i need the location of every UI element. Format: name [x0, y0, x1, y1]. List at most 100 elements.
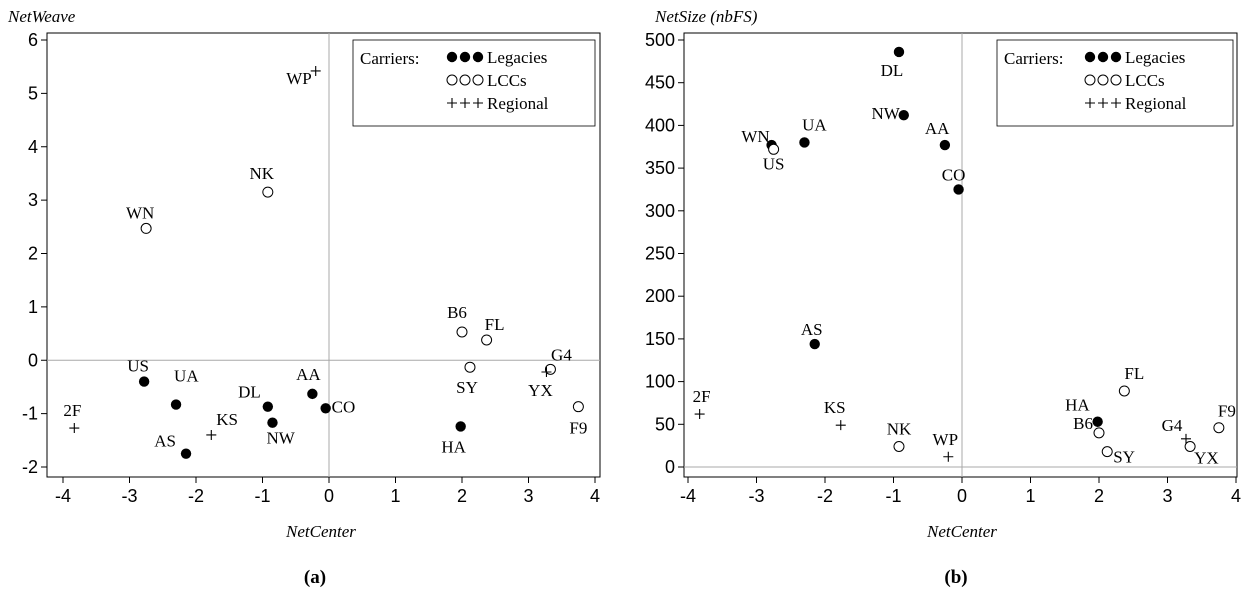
legend-marker [1084, 51, 1096, 63]
point-f9 [1213, 422, 1225, 434]
y-tick-label: 4 [28, 137, 38, 157]
y-tick-label: 150 [645, 329, 675, 349]
point-wp [943, 451, 954, 462]
point-fl [1118, 385, 1130, 397]
point-label: FL [1124, 364, 1144, 383]
legend-marker [446, 74, 458, 86]
point-label: NW [266, 429, 295, 448]
point-ua [799, 137, 810, 148]
legend-marker [1085, 98, 1095, 108]
y-tick-label: 450 [645, 73, 675, 93]
point-dl [262, 401, 274, 412]
x-tick-label: 4 [590, 486, 600, 506]
y-tick-label: 50 [655, 414, 675, 434]
point-ks [206, 429, 217, 440]
y-tick-label: -1 [22, 404, 38, 424]
y-axis-title: NetWeave [7, 7, 76, 26]
legend-marker [459, 51, 471, 63]
point-f9 [572, 401, 584, 413]
point-label: DL [881, 61, 904, 80]
y-tick-label: 500 [645, 30, 675, 50]
point-b6 [1093, 427, 1105, 439]
legend-marker [1110, 51, 1122, 63]
point-yx [1184, 441, 1196, 453]
legend-entry-label: LCCs [487, 71, 527, 90]
point-label: HA [1065, 396, 1090, 415]
x-tick-label: 0 [324, 486, 334, 506]
point-b6 [456, 326, 468, 338]
y-tick-label: 250 [645, 244, 675, 264]
point-g4 [1180, 433, 1191, 444]
point-label: YX [1194, 449, 1219, 468]
point-label: SY [456, 378, 478, 397]
x-tick-label: 0 [957, 486, 967, 506]
x-tick-label: -1 [254, 486, 270, 506]
legend-marker [459, 74, 471, 86]
x-tick-label: 1 [1025, 486, 1035, 506]
point-wn [140, 222, 152, 234]
point-label: AS [154, 432, 176, 451]
point-sy [1101, 446, 1113, 458]
point-label: B6 [1073, 414, 1093, 433]
x-tick-label: 1 [390, 486, 400, 506]
point-nk [893, 441, 905, 453]
point-label: G4 [1162, 416, 1183, 435]
y-tick-label: 2 [28, 244, 38, 264]
point-label: CO [332, 397, 356, 416]
legend-marker [1111, 98, 1121, 108]
point-us [768, 143, 780, 155]
x-axis-title: NetCenter [926, 522, 997, 541]
x-tick-label: 2 [1094, 486, 1104, 506]
x-tick-label: -2 [188, 486, 204, 506]
point-as [809, 338, 820, 350]
x-tick-label: -4 [55, 486, 71, 506]
legend-title: Carriers: [360, 49, 419, 68]
legend-title: Carriers: [1004, 49, 1063, 68]
x-tick-label: -3 [748, 486, 764, 506]
point-label: WP [286, 69, 312, 88]
point-label: WP [933, 430, 959, 449]
x-tick-label: -3 [121, 486, 137, 506]
legend: Carriers: Legacies LCCs Regional [996, 39, 1234, 127]
legend-marker [1097, 74, 1109, 86]
point-ua [170, 399, 182, 410]
point-label: FL [485, 315, 505, 334]
point-co [953, 184, 964, 195]
point-label: KS [824, 398, 846, 417]
y-axis-title: NetSize (nbFS) [654, 7, 758, 26]
y-tick-label: 0 [28, 350, 38, 370]
y-tick-label: 3 [28, 190, 38, 210]
point-co [320, 403, 331, 414]
x-tick-label: 4 [1231, 486, 1241, 506]
point-ha [455, 421, 466, 432]
point-label: KS [216, 410, 238, 429]
point-label: WN [126, 203, 154, 222]
y-tick-label: 200 [645, 286, 675, 306]
legend-marker [460, 98, 470, 108]
point-label: CO [942, 165, 966, 184]
point-label: UA [174, 367, 199, 386]
point-2f [69, 423, 80, 434]
point-label: F9 [569, 419, 587, 438]
x-tick-label: 3 [523, 486, 533, 506]
point-ks [835, 420, 846, 431]
x-tick-label: -4 [680, 486, 696, 506]
point-aa [939, 139, 951, 151]
panel-b: -4 -3 -2 -1 0 1 2 3 4 0 50 100 150 200 250 300 350 400 450… [645, 7, 1241, 588]
legend-marker [447, 98, 457, 108]
x-tick-label: 3 [1162, 486, 1172, 506]
point-label: NW [871, 104, 900, 123]
legend-marker [1084, 74, 1096, 86]
legend-marker [446, 51, 458, 63]
legend-marker [472, 51, 484, 63]
point-us [138, 376, 150, 387]
point-nk [262, 186, 274, 198]
y-tick-label: 1 [28, 297, 38, 317]
point-label: SY [1113, 448, 1135, 467]
x-tick-label: 2 [457, 486, 467, 506]
y-tick-label: 100 [645, 372, 675, 392]
legend-marker [1097, 51, 1109, 63]
point-yx [541, 366, 552, 377]
point-label: DL [238, 383, 261, 402]
